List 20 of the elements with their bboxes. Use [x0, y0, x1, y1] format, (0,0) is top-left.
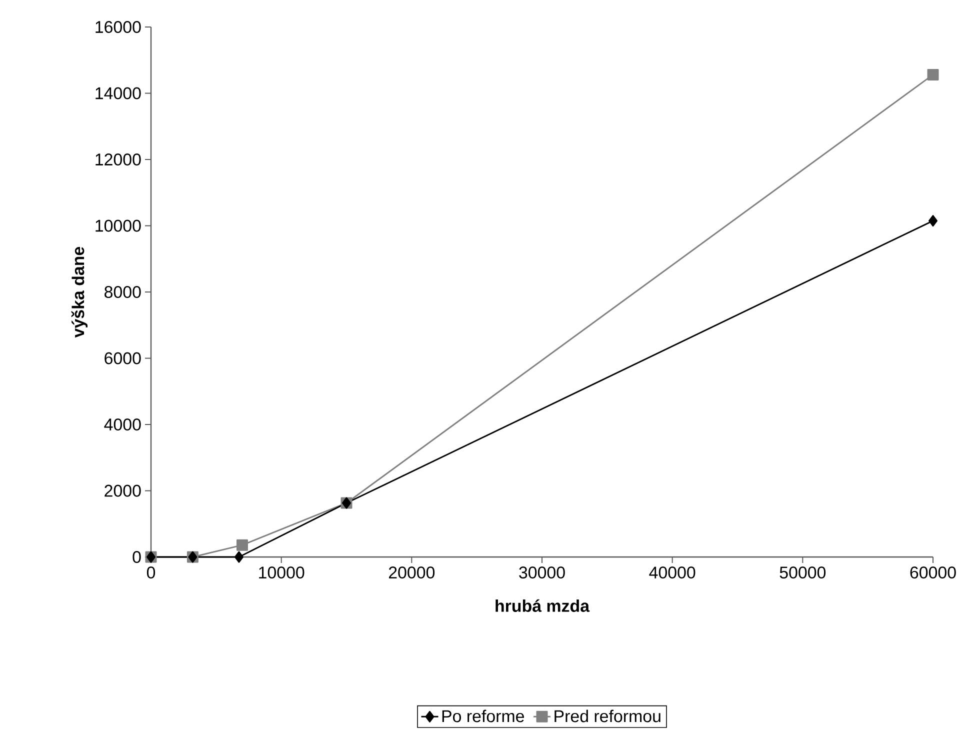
y-tick-label: 10000 — [96, 220, 141, 232]
x-tick-label: 20000 — [388, 566, 435, 579]
y-tick-label: 6000 — [104, 352, 141, 364]
y-tick-label: 12000 — [96, 153, 141, 166]
x-axis-title: hrubá mzda — [496, 599, 590, 612]
y-tick-label: 14000 — [96, 87, 141, 100]
x-tick-label: 10000 — [259, 566, 304, 579]
x-tick-label: 60000 — [910, 566, 956, 579]
y-axis-title: výška dane — [71, 246, 88, 338]
y-tick-label: 4000 — [104, 418, 141, 430]
y-tick-label: 16000 — [96, 20, 141, 33]
x-tick-label: 50000 — [780, 566, 826, 579]
x-tick-label: 0 — [146, 566, 156, 579]
y-tick-label: 8000 — [104, 286, 141, 298]
legend-label: Pred reformou — [554, 710, 660, 722]
x-tick-label: 30000 — [519, 566, 565, 579]
x-tick-label: 40000 — [649, 566, 696, 579]
y-tick-label: 0 — [132, 551, 141, 563]
y-tick-label: 2000 — [104, 484, 141, 497]
legend-label: Po reforme — [442, 710, 524, 722]
